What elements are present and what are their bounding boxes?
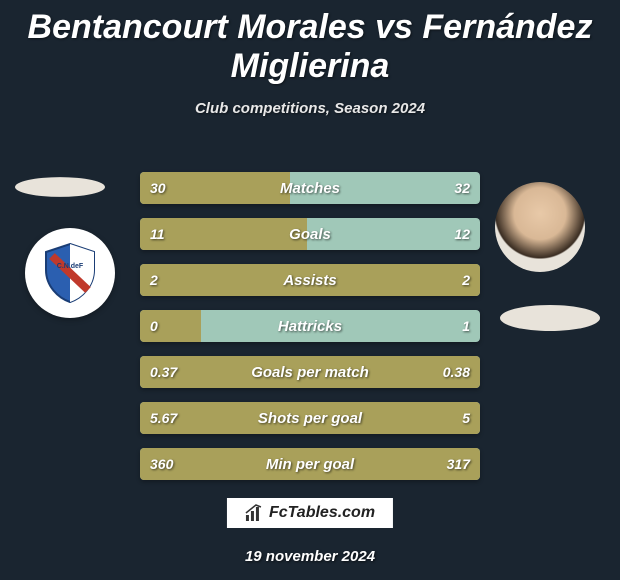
- stat-label: Matches: [140, 172, 480, 204]
- stat-label: Min per goal: [140, 448, 480, 480]
- stat-row: 01Hattricks: [140, 310, 480, 342]
- stat-label: Goals: [140, 218, 480, 250]
- stat-label: Goals per match: [140, 356, 480, 388]
- player-left-club-badge: C.N.deF: [25, 228, 115, 318]
- subtitle: Club competitions, Season 2024: [0, 100, 620, 117]
- stat-label: Assists: [140, 264, 480, 296]
- player-right-avatar: [495, 182, 585, 272]
- source-badge: FcTables.com: [227, 498, 393, 528]
- shield-icon: C.N.deF: [42, 242, 98, 304]
- stat-row: 1112Goals: [140, 218, 480, 250]
- stat-row: 22Assists: [140, 264, 480, 296]
- player-right-placeholder: [500, 305, 600, 331]
- stat-row: 360317Min per goal: [140, 448, 480, 480]
- title-line-2: Miglierina: [231, 47, 390, 85]
- svg-text:C.N.deF: C.N.deF: [57, 263, 84, 270]
- stat-row: 5.675Shots per goal: [140, 402, 480, 434]
- player-left-avatar: [15, 177, 105, 197]
- title-line-1: Bentancourt Morales vs Fernández: [28, 8, 593, 46]
- chart-icon: [245, 504, 263, 522]
- stat-row: 0.370.38Goals per match: [140, 356, 480, 388]
- stat-label: Shots per goal: [140, 402, 480, 434]
- stat-row: 3032Matches: [140, 172, 480, 204]
- date-text: 19 november 2024: [0, 548, 620, 565]
- stat-label: Hattricks: [140, 310, 480, 342]
- comparison-title: Bentancourt Morales vs Fernández Miglier…: [0, 0, 620, 86]
- stats-container: 3032Matches 1112Goals 22Assists 01Hattricks…: [140, 172, 480, 494]
- source-text: FcTables.com: [269, 504, 375, 522]
